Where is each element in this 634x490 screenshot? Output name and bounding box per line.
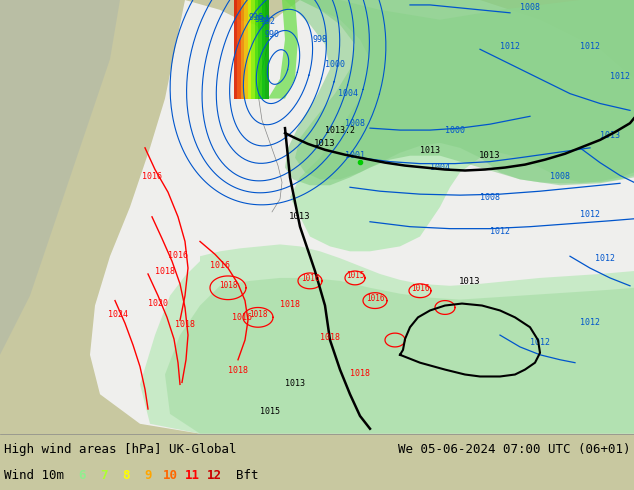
Text: 1012: 1012	[490, 226, 510, 236]
Polygon shape	[0, 0, 120, 355]
Text: 1013: 1013	[420, 146, 440, 155]
Text: 1001: 1001	[345, 151, 365, 160]
Bar	[247, 0, 251, 98]
Text: 1024: 1024	[108, 310, 128, 319]
Text: 1013: 1013	[285, 379, 305, 389]
Text: 1015: 1015	[346, 271, 365, 280]
Text: 1018: 1018	[280, 300, 300, 310]
Text: 7: 7	[100, 469, 108, 483]
Bar	[258, 0, 261, 98]
Text: 1008: 1008	[345, 119, 365, 128]
Text: 1018: 1018	[320, 333, 340, 342]
Bar	[251, 0, 254, 98]
Text: 6: 6	[78, 469, 86, 483]
Text: 1012: 1012	[420, 0, 440, 2]
Text: 1016: 1016	[168, 251, 188, 260]
Text: 1012: 1012	[595, 254, 615, 263]
Text: 1018: 1018	[350, 369, 370, 378]
Text: 998: 998	[313, 35, 328, 44]
Bar	[254, 0, 258, 98]
Text: 1012: 1012	[610, 72, 630, 81]
Text: 1012: 1012	[580, 210, 600, 219]
Bar	[244, 0, 247, 98]
Text: Wind 10m: Wind 10m	[4, 469, 64, 483]
Text: 1000: 1000	[445, 126, 465, 135]
Text: 1013: 1013	[479, 151, 501, 160]
Polygon shape	[290, 0, 634, 251]
Polygon shape	[285, 0, 634, 185]
Text: 1012: 1012	[580, 318, 600, 327]
Text: 1018: 1018	[219, 281, 237, 290]
Text: 1013: 1013	[289, 212, 311, 221]
Text: 1013: 1013	[314, 139, 336, 148]
Bar	[237, 0, 240, 98]
Text: 8: 8	[122, 469, 130, 483]
Text: 1013.2: 1013.2	[325, 126, 355, 135]
Text: 1004: 1004	[338, 89, 358, 98]
Bar	[261, 0, 265, 98]
Text: 1016: 1016	[142, 172, 162, 181]
Text: 1008: 1008	[550, 172, 570, 181]
Text: Bft: Bft	[236, 469, 259, 483]
Text: 1018: 1018	[249, 310, 268, 319]
Bar	[265, 0, 269, 98]
Text: 994: 994	[254, 15, 269, 24]
Text: 1012: 1012	[500, 42, 520, 51]
Text: 1013: 1013	[459, 277, 481, 286]
Polygon shape	[268, 0, 298, 98]
Text: 996: 996	[249, 13, 264, 22]
Text: 9: 9	[145, 469, 152, 483]
Text: 1020: 1020	[148, 298, 168, 308]
Polygon shape	[140, 245, 634, 434]
Text: 1000: 1000	[325, 60, 345, 69]
Text: 10: 10	[162, 469, 178, 483]
Bar	[240, 0, 244, 98]
Text: 990: 990	[264, 30, 280, 39]
Text: 1016: 1016	[232, 313, 252, 322]
Text: 1015: 1015	[260, 407, 280, 416]
Text: 12: 12	[207, 469, 221, 483]
Polygon shape	[295, 0, 634, 183]
Text: 1016: 1016	[210, 261, 230, 270]
Text: 992: 992	[261, 17, 276, 26]
Text: 1008: 1008	[480, 193, 500, 202]
Text: 1008: 1008	[520, 3, 540, 12]
Text: 1016: 1016	[301, 274, 320, 283]
Text: 1012: 1012	[580, 42, 600, 51]
Text: 1018: 1018	[175, 320, 195, 329]
Text: We 05-06-2024 07:00 UTC (06+01): We 05-06-2024 07:00 UTC (06+01)	[398, 443, 630, 456]
Text: 11: 11	[184, 469, 200, 483]
Bar	[233, 0, 237, 98]
Polygon shape	[90, 0, 634, 434]
Polygon shape	[0, 0, 634, 434]
Text: High wind areas [hPa] UK-Global: High wind areas [hPa] UK-Global	[4, 443, 236, 456]
Text: 1012: 1012	[530, 338, 550, 347]
Text: 1018: 1018	[228, 366, 248, 374]
Polygon shape	[165, 278, 634, 434]
Text: 1016: 1016	[366, 294, 384, 303]
Text: 1013: 1013	[600, 131, 620, 140]
Text: 1018: 1018	[155, 267, 175, 276]
Text: 1016: 1016	[411, 284, 429, 293]
Text: 1004: 1004	[430, 163, 450, 172]
